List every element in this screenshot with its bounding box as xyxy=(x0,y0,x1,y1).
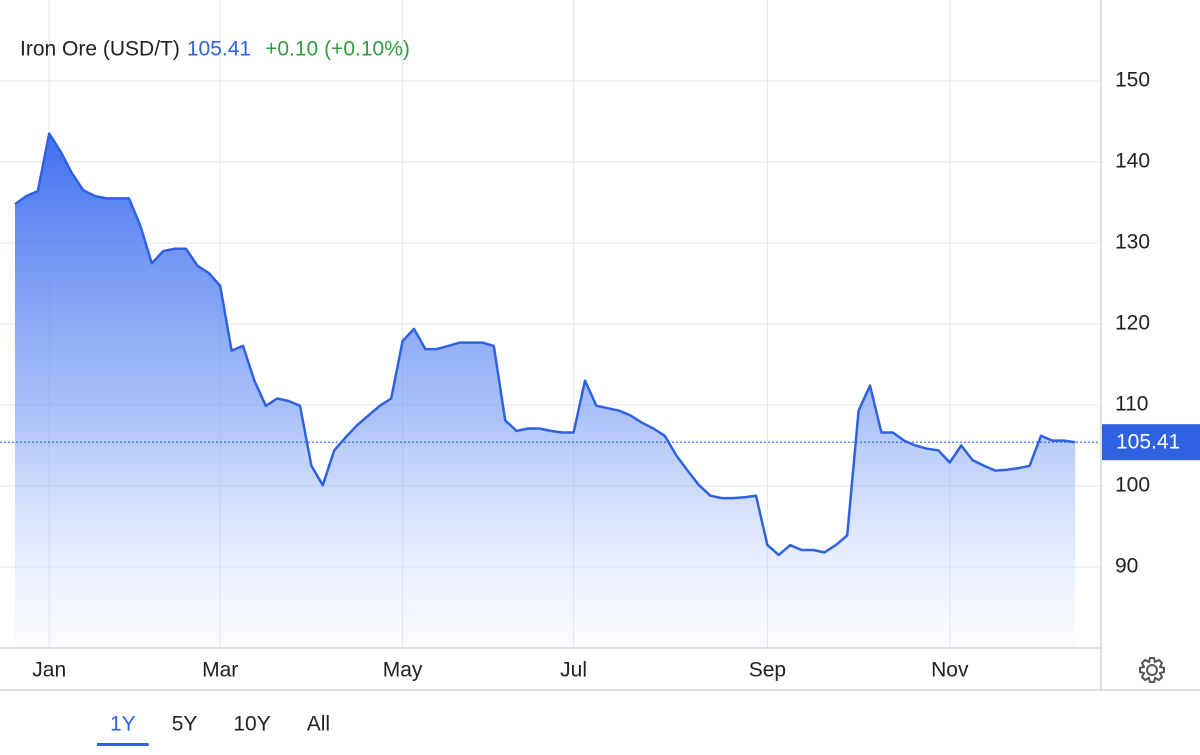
line xyxy=(14,132,1076,557)
series xyxy=(0,132,1101,649)
area xyxy=(15,133,1076,649)
y-tick-label: 140 xyxy=(1115,150,1150,173)
x-tick-label: Nov xyxy=(931,659,969,682)
range-tab[interactable]: 5Y xyxy=(172,713,198,736)
x-tick-label: Mar xyxy=(202,659,238,682)
y-tick-label: 100 xyxy=(1115,474,1150,497)
chart-title: Iron Ore (USD/T) xyxy=(20,38,180,61)
range-tab[interactable]: All xyxy=(307,713,330,736)
y-tick-label: 90 xyxy=(1115,555,1138,578)
y-tick-label: 150 xyxy=(1115,69,1150,92)
header-change: +0.10 (+0.10%) xyxy=(265,38,410,61)
x-tick-label: Jan xyxy=(32,659,66,682)
header-price: 105.41 xyxy=(187,38,251,61)
labels: 90 100 110 120 130 140 150 Jan Mar May Jul Sep Nov 10… xyxy=(32,69,1200,682)
range-tab-underline xyxy=(97,743,149,746)
x-tick-label: Jul xyxy=(560,659,587,682)
range-tabs: 1Y 5Y 10Y All xyxy=(97,713,330,746)
settings-icon[interactable] xyxy=(1139,657,1165,683)
y-tick-label: 130 xyxy=(1115,231,1150,254)
last-value-label: 105.41 xyxy=(1116,431,1180,454)
range-tab[interactable]: 10Y xyxy=(233,713,270,736)
y-tick-label: 110 xyxy=(1115,393,1148,416)
range-tab[interactable]: 1Y xyxy=(110,713,136,736)
y-tick-label: 120 xyxy=(1115,312,1150,335)
x-tick-label: May xyxy=(383,659,423,682)
last-value-box xyxy=(1102,424,1200,461)
x-tick-label: Sep xyxy=(749,659,786,682)
